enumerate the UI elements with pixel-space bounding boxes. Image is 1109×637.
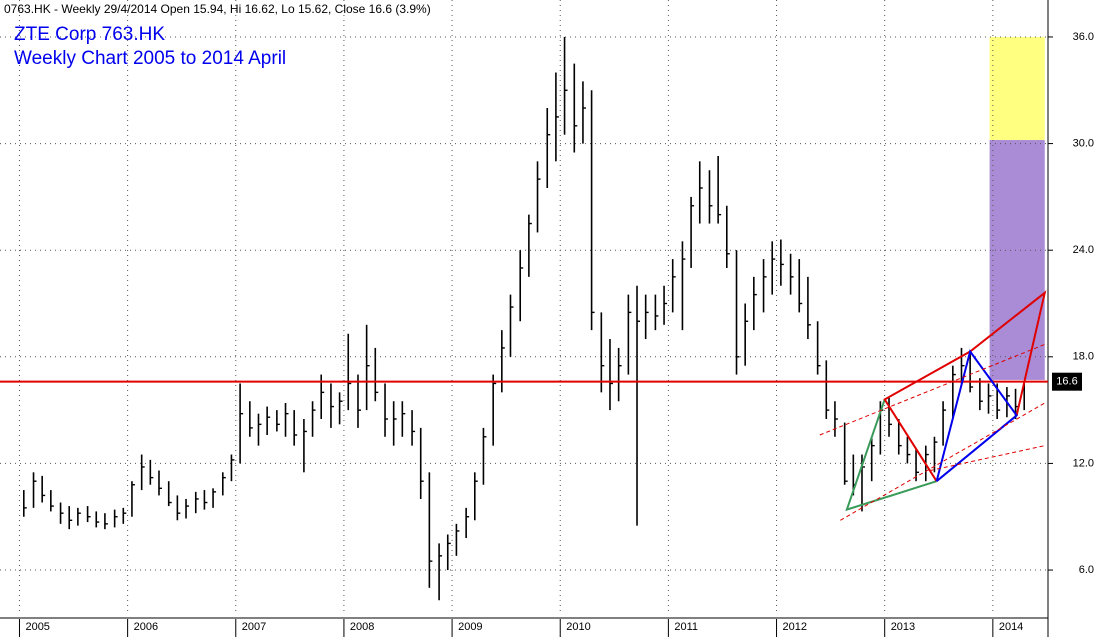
x-tick-label: 2008 [350, 621, 374, 633]
y-tick-label: 12.0 [1073, 457, 1094, 469]
y-tick-label: 36.0 [1073, 31, 1094, 43]
price-zone [989, 140, 1045, 380]
price-label-box [1052, 372, 1082, 391]
x-tick-label: 2014 [999, 621, 1023, 633]
pattern-line [845, 399, 937, 512]
header: 0763.HK - Weekly 29/4/2014 Open 15.94, H… [4, 2, 431, 16]
pattern-line [935, 349, 1018, 482]
x-tick-label: 2009 [458, 621, 482, 633]
x-tick-label: 2012 [783, 621, 807, 633]
y-tick-label: 18.0 [1073, 351, 1094, 363]
x-tick-label: 2006 [134, 621, 158, 633]
x-tick-label: 2011 [674, 621, 698, 633]
y-tick-label: 6.0 [1079, 564, 1094, 576]
x-tick-label: 2013 [891, 621, 915, 633]
price-zone [989, 36, 1045, 141]
x-tick-label: 2010 [566, 621, 590, 633]
y-tick-label: 24.0 [1073, 244, 1094, 256]
x-tick-label: 2005 [25, 621, 49, 633]
x-tick-label: 2007 [242, 621, 266, 633]
y-tick-label: 30.0 [1073, 137, 1094, 149]
pattern-line [930, 445, 1045, 472]
chart-title: ZTE Corp 763.HK [14, 24, 165, 45]
pattern-line [819, 343, 1045, 436]
chart-subtitle: Weekly Chart 2005 to 2014 April [14, 48, 286, 69]
price-label: 16.6 [1056, 376, 1077, 388]
pattern-line [840, 402, 1046, 521]
